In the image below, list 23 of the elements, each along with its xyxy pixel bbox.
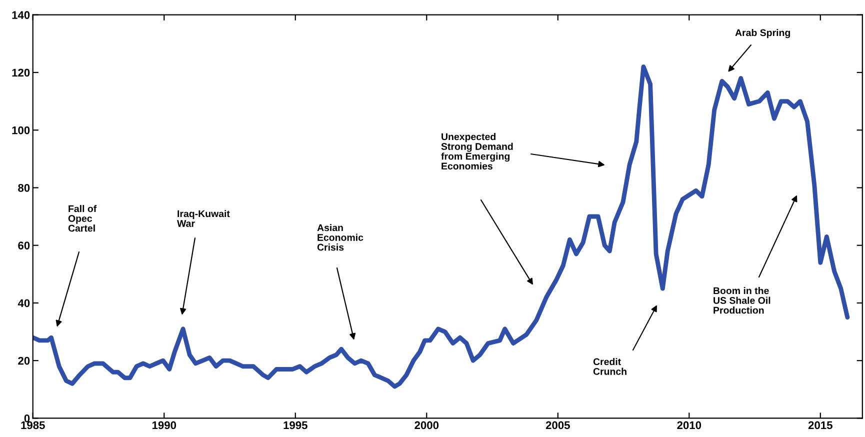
x-tick-label: 1990 bbox=[152, 421, 176, 430]
y-tick-label: 40 bbox=[18, 299, 30, 308]
x-tick-label: 2000 bbox=[414, 421, 439, 430]
y-tick-label: 80 bbox=[18, 184, 30, 192]
y-tick-label: 20 bbox=[18, 356, 30, 365]
x-tick-label: 2015 bbox=[808, 421, 832, 430]
x-tick-label: 1985 bbox=[21, 421, 45, 430]
annotation: Iraq-Kuwait War bbox=[177, 210, 230, 227]
annotation: Asian Economic Crisis bbox=[317, 224, 364, 251]
x-tick-label: 2010 bbox=[677, 421, 702, 430]
annotation: Unexpected Strong Demand from Emerging Economies bbox=[441, 133, 513, 170]
annotation: Arab Spring bbox=[735, 29, 790, 38]
line-series bbox=[32, 64, 850, 389]
annotation: Credit Crunch bbox=[593, 358, 626, 375]
x-tick-label: 2005 bbox=[546, 421, 570, 430]
x-tick-label: 1995 bbox=[284, 421, 308, 430]
y-tick-label: 0 bbox=[24, 414, 30, 422]
y-tick-label: 100 bbox=[12, 126, 30, 134]
y-tick-label: 120 bbox=[12, 68, 30, 77]
y-tick-label: 60 bbox=[18, 242, 30, 250]
y-tick-label: 140 bbox=[12, 11, 30, 19]
annotation: Fall of Opec Cartel bbox=[68, 205, 97, 232]
annotation: Boom in the US Shale Oil Production bbox=[714, 287, 770, 314]
